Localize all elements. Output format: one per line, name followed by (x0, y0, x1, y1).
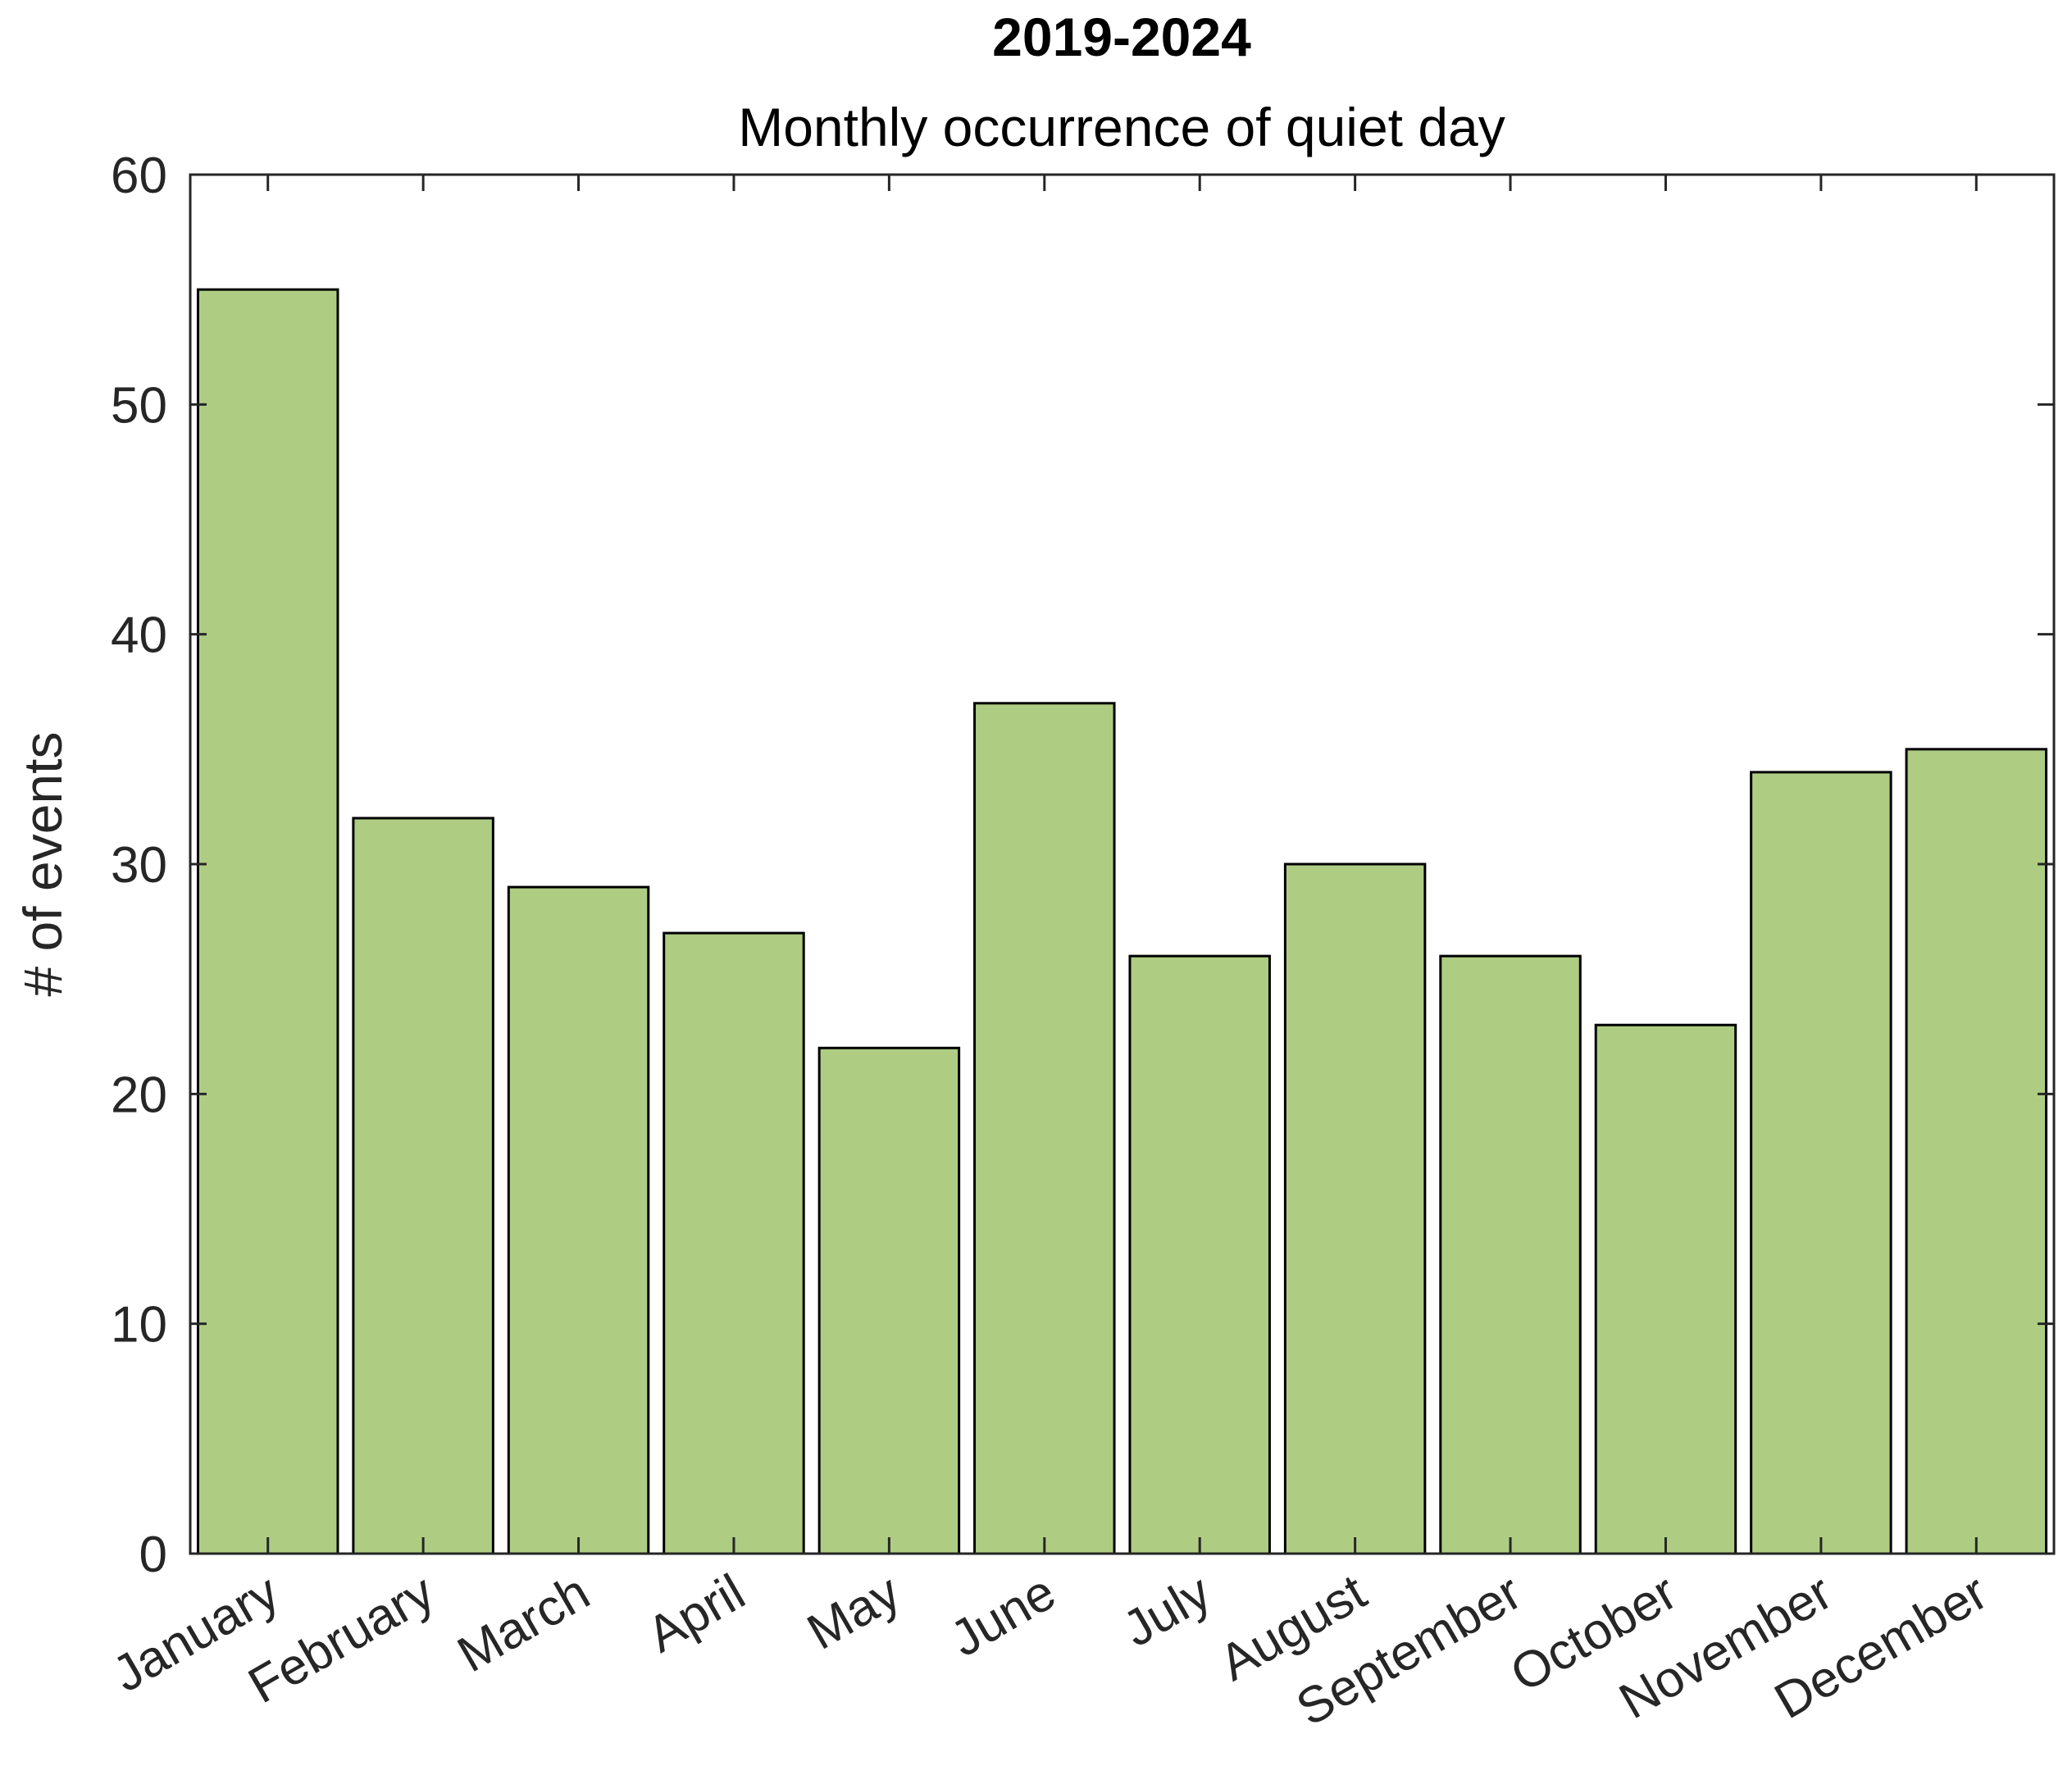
x-tick-label: July (1113, 1563, 1220, 1658)
y-tick-label: 10 (111, 1297, 167, 1354)
bars-group (196, 288, 2048, 1555)
y-tick-label: 20 (111, 1067, 167, 1123)
bar-april (663, 931, 805, 1555)
bar-november (1750, 771, 1892, 1555)
chart-subtitle: Monthly occurrence of quiet day (738, 97, 1505, 157)
x-tick-label: March (449, 1563, 599, 1683)
y-tick-label: 50 (111, 377, 167, 434)
ticks-group (190, 173, 2054, 1555)
bar-september (1439, 954, 1582, 1555)
bar-october (1594, 1023, 1737, 1555)
x-tick-label: April (638, 1563, 754, 1663)
bar-march (507, 885, 650, 1555)
y-tick-label: 40 (111, 608, 167, 664)
x-tick-label: May (798, 1563, 909, 1660)
bar-august (1283, 862, 1427, 1555)
bar-february (352, 817, 494, 1555)
bar-may (817, 1046, 961, 1555)
bar-july (1128, 954, 1271, 1555)
y-tick-labels: 0 10 20 30 40 50 60 (111, 148, 167, 1583)
y-tick-label: 60 (111, 148, 167, 204)
chart-title: 2019-2024 (992, 7, 1251, 67)
y-axis-label: # of events (12, 732, 73, 997)
y-tick-label: 0 (139, 1527, 167, 1583)
bar-june (973, 702, 1116, 1555)
bar-january (196, 288, 339, 1555)
x-tick-label: June (941, 1563, 1065, 1668)
y-tick-label: 30 (111, 837, 167, 894)
bar-december (1905, 748, 2048, 1555)
